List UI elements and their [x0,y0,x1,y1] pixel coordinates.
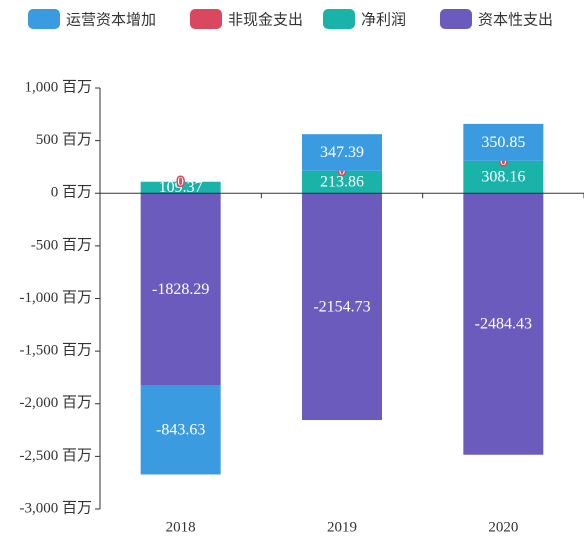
x-tick-label: 2018 [166,519,196,535]
value-label: 308.16 [481,169,525,186]
legend-swatch[interactable] [28,9,60,29]
value-label: -2154.73 [313,298,370,315]
x-tick-label: 2019 [327,519,357,535]
value-label: 213.86 [320,174,364,191]
y-tick-label: -2,500 百万 [20,448,93,464]
x-tick-label: 2020 [488,519,518,535]
legend-swatch[interactable] [323,9,355,29]
y-tick-label: -3,000 百万 [20,500,93,516]
bar [140,181,221,194]
legend-label[interactable]: 运营资本增加 [66,11,156,29]
value-label: 347.39 [320,144,364,161]
value-label: -843.63 [156,422,205,439]
legend-label[interactable]: 净利润 [361,11,406,29]
value-label: 350.85 [481,134,525,151]
legend-swatch[interactable] [190,9,222,29]
y-tick-label: 500 百万 [36,132,92,148]
value-label: -1828.29 [152,281,209,298]
bar [463,193,544,455]
legend-label[interactable]: 资本性支出 [478,11,553,29]
legend-label[interactable]: 非现金支出 [228,11,303,29]
bar [302,134,382,171]
bar [140,193,221,386]
value-label: 0 [177,174,184,189]
y-tick-label: -1,500 百万 [20,343,93,359]
y-tick-label: 0 百万 [51,185,92,201]
bar [140,385,221,475]
y-tick-label: -2,000 百万 [20,395,93,411]
bar [463,123,544,161]
legend-swatch[interactable] [440,9,472,29]
y-tick-label: 1,000 百万 [24,79,92,95]
bar [302,193,382,421]
value-label: -2484.43 [475,316,532,333]
y-tick-label: -500 百万 [31,237,92,253]
bar [302,170,382,194]
value-label: 109.37 [159,179,203,196]
y-tick-label: -1,000 百万 [20,290,93,306]
bar [463,160,544,194]
